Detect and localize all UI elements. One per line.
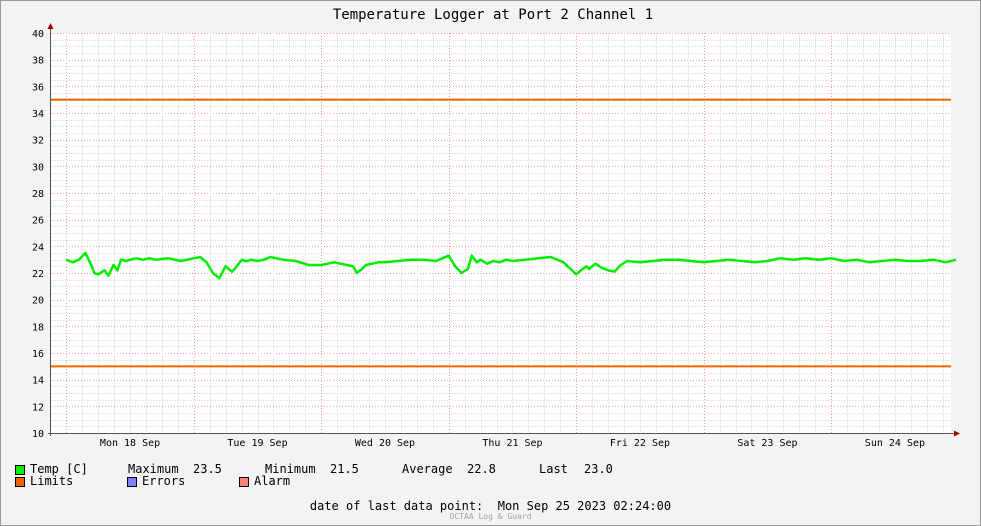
stat-average-label: Average — [402, 462, 453, 476]
stat-minimum-value: 21.5 — [330, 462, 359, 476]
y-tick-label: 36 — [32, 82, 44, 93]
y-tick-label: 34 — [32, 109, 44, 120]
y-tick-label: 18 — [32, 322, 44, 333]
y-axis-arrow — [47, 23, 54, 29]
legend-swatch-alarm — [239, 477, 249, 487]
y-tick-label: 28 — [32, 189, 44, 200]
y-tick-label: 32 — [32, 136, 44, 147]
legend-label-errors: Errors — [142, 474, 186, 488]
legend-label-temp: Temp [C] — [30, 462, 88, 476]
x-tick-label: Wed 20 Sep — [355, 438, 415, 449]
y-tick-label: 38 — [32, 56, 44, 67]
stat-average-value: 22.8 — [467, 462, 496, 476]
stat-maximum-value: 23.5 — [193, 462, 222, 476]
temp-series-line — [65, 251, 957, 280]
x-tick-label: Tue 19 Sep — [227, 438, 287, 449]
y-tick-label: 14 — [32, 376, 44, 387]
brand-watermark: OCTAA Log & Guard — [449, 512, 532, 521]
legend-label-alarm: Alarm — [254, 474, 291, 488]
y-tick-label: 12 — [32, 402, 44, 413]
x-tick-label: Sun 24 Sep — [865, 438, 925, 449]
y-tick-label: 10 — [32, 429, 44, 440]
legend-swatch-limits — [15, 477, 25, 487]
x-tick-label: Fri 22 Sep — [610, 438, 670, 449]
y-tick-label: 26 — [32, 216, 44, 227]
last-data-point-text: date of last data point: Mon Sep 25 2023… — [309, 499, 672, 513]
y-tick-label: 16 — [32, 349, 44, 360]
x-axis-arrow — [954, 430, 960, 437]
y-tick-label: 22 — [32, 269, 44, 280]
chart-title: Temperature Logger at Port 2 Channel 1 — [333, 7, 653, 23]
y-tick-label: 30 — [32, 162, 44, 173]
x-tick-label: Sat 23 Sep — [737, 438, 797, 449]
legend-swatch-temp — [15, 465, 25, 475]
x-tick-label: Mon 18 Sep — [100, 438, 160, 449]
legend-label-limits: Limits — [30, 474, 74, 488]
stat-last-value: 23.0 — [584, 462, 613, 476]
stat-minimum-label: Minimum — [265, 462, 316, 476]
legend-swatch-errors — [127, 477, 137, 487]
y-tick-label: 24 — [32, 242, 44, 253]
y-tick-label: 20 — [32, 296, 44, 307]
y-tick-label: 40 — [32, 29, 44, 40]
x-tick-label: Thu 21 Sep — [482, 438, 542, 449]
stat-last-label: Last — [539, 462, 568, 476]
stat-maximum-label: Maximum — [128, 462, 179, 476]
